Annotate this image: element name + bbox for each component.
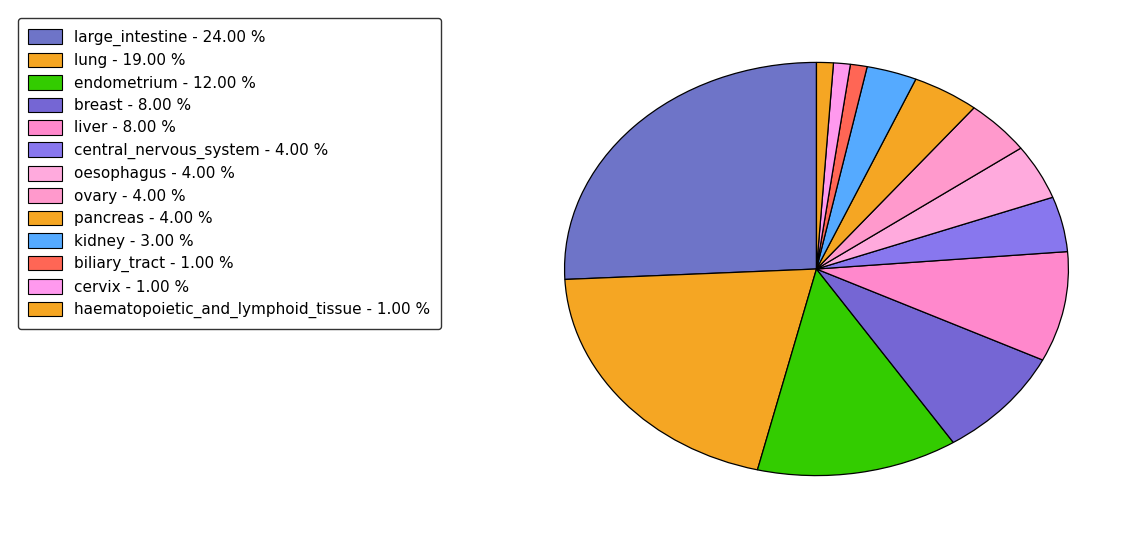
Wedge shape bbox=[816, 79, 974, 269]
Wedge shape bbox=[758, 269, 954, 476]
Wedge shape bbox=[816, 67, 916, 269]
Wedge shape bbox=[816, 197, 1067, 269]
Wedge shape bbox=[816, 63, 850, 269]
Wedge shape bbox=[816, 108, 1021, 269]
Wedge shape bbox=[816, 62, 833, 269]
Wedge shape bbox=[816, 252, 1068, 360]
Wedge shape bbox=[565, 269, 816, 470]
Wedge shape bbox=[816, 148, 1052, 269]
Wedge shape bbox=[816, 65, 868, 269]
Legend: large_intestine - 24.00 %, lung - 19.00 %, endometrium - 12.00 %, breast - 8.00 : large_intestine - 24.00 %, lung - 19.00 … bbox=[18, 18, 441, 329]
Wedge shape bbox=[565, 62, 816, 279]
Wedge shape bbox=[816, 269, 1042, 442]
